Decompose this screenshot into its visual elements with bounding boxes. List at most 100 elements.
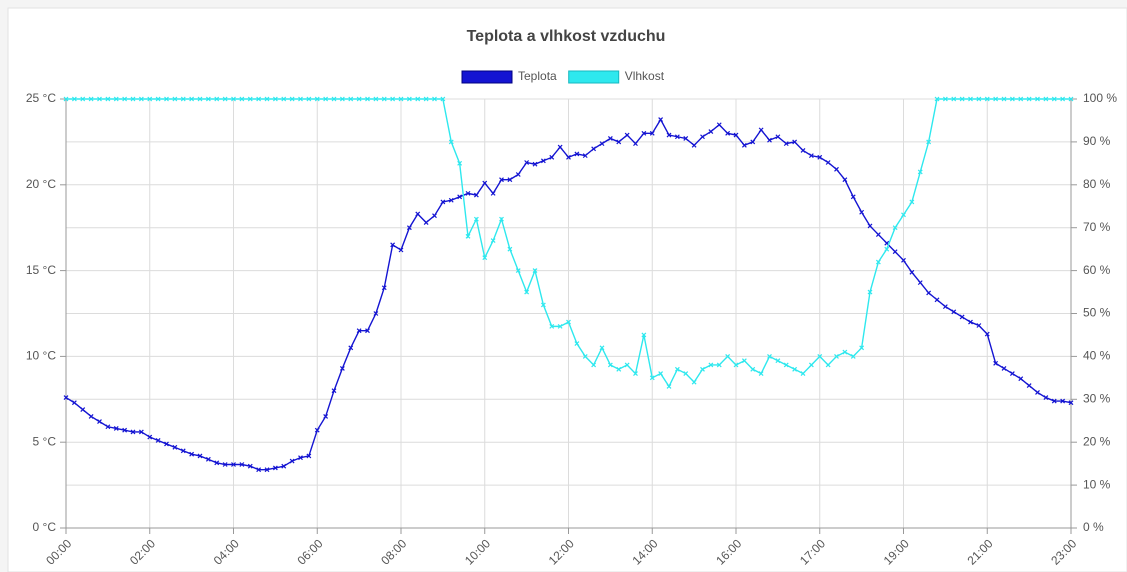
data-point — [390, 242, 396, 248]
data-point — [105, 424, 111, 430]
data-point — [767, 137, 772, 143]
data-point — [566, 154, 571, 160]
data-point — [825, 362, 831, 368]
data-point — [97, 419, 102, 425]
data-point — [591, 362, 597, 368]
data-point — [457, 160, 463, 166]
data-point — [415, 96, 421, 102]
data-point — [256, 96, 262, 102]
data-point — [658, 371, 664, 376]
data-point — [214, 460, 220, 466]
data-point — [599, 345, 605, 351]
data-point — [884, 246, 890, 252]
data-point — [800, 371, 806, 376]
chart-title: Teplota a vlhkost vzduchu — [467, 28, 666, 45]
data-point — [976, 323, 982, 328]
data-point — [616, 366, 622, 372]
data-point — [147, 96, 153, 102]
data-point — [733, 362, 739, 368]
data-point — [557, 323, 563, 329]
data-point — [532, 268, 538, 274]
data-point — [817, 154, 823, 160]
data-point — [750, 139, 756, 145]
data-point — [306, 96, 312, 102]
data-point — [859, 209, 865, 215]
data-point — [1035, 96, 1040, 102]
data-point — [448, 139, 454, 145]
y2-tick-label: 60 % — [1083, 263, 1111, 277]
data-point — [850, 353, 856, 359]
data-point — [323, 96, 329, 102]
data-point — [490, 238, 496, 243]
data-point — [817, 353, 823, 359]
data-point — [231, 96, 236, 102]
data-point — [758, 127, 764, 133]
data-point — [306, 453, 312, 459]
y-tick-label: 20 °C — [26, 177, 56, 191]
data-point — [499, 177, 504, 183]
data-point — [909, 269, 915, 275]
data-point — [1018, 376, 1024, 382]
data-point — [834, 166, 839, 172]
data-point — [875, 259, 881, 265]
data-point — [298, 96, 303, 102]
data-point — [909, 199, 915, 205]
data-point — [122, 427, 128, 433]
data-point — [700, 134, 705, 140]
data-point — [658, 117, 664, 123]
data-point — [750, 366, 756, 372]
data-point — [406, 225, 412, 231]
data-point — [499, 216, 504, 222]
data-point — [1001, 96, 1007, 102]
data-point — [758, 371, 764, 376]
data-point — [298, 455, 303, 461]
data-point — [800, 148, 806, 153]
y2-tick-label: 10 % — [1083, 477, 1111, 491]
data-point — [1043, 96, 1049, 102]
data-point — [214, 96, 220, 102]
data-point — [959, 314, 965, 320]
data-point — [725, 353, 731, 359]
data-point — [172, 444, 178, 450]
data-point — [281, 96, 287, 102]
data-point — [331, 96, 337, 102]
data-point — [825, 160, 831, 165]
data-point — [574, 341, 580, 346]
data-point — [147, 434, 153, 440]
data-point — [331, 388, 337, 394]
data-point — [239, 96, 245, 102]
data-point — [457, 194, 463, 200]
data-point — [515, 268, 521, 274]
data-point — [725, 130, 731, 136]
data-point — [951, 96, 957, 102]
data-point — [859, 345, 865, 351]
data-point — [566, 319, 571, 325]
data-point — [683, 371, 689, 376]
data-point — [641, 332, 647, 338]
data-point — [348, 96, 354, 102]
data-point — [473, 216, 479, 222]
data-point — [1018, 96, 1024, 102]
data-point — [381, 285, 387, 291]
data-point — [339, 96, 345, 102]
data-point — [1051, 398, 1057, 404]
data-point — [473, 192, 479, 198]
data-point — [130, 429, 136, 435]
data-point — [113, 96, 119, 102]
data-point — [741, 142, 747, 148]
y2-tick-label: 80 % — [1083, 177, 1111, 191]
data-point — [88, 96, 94, 102]
data-point — [993, 96, 999, 102]
data-point — [741, 358, 747, 364]
data-point — [80, 96, 86, 102]
data-point — [582, 353, 588, 359]
data-point — [867, 289, 873, 295]
data-point — [63, 395, 69, 401]
y-tick-label: 10 °C — [26, 349, 56, 363]
data-point — [549, 154, 555, 160]
data-point — [272, 96, 278, 102]
data-point — [683, 136, 689, 141]
data-point — [264, 96, 270, 102]
data-point — [365, 96, 370, 102]
